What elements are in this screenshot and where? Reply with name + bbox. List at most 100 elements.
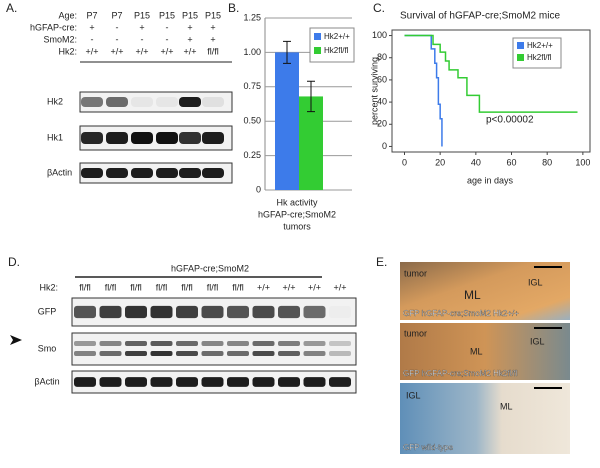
row-label: SmoM2: xyxy=(43,34,77,44)
x-axis-label: Hk activity xyxy=(276,197,318,207)
band xyxy=(74,341,96,346)
band xyxy=(99,351,122,356)
y-tick-label: 80 xyxy=(377,52,387,62)
lane-label: +/+ xyxy=(160,46,173,56)
lane-label: - xyxy=(141,34,144,44)
band xyxy=(81,97,103,107)
region-label: ML xyxy=(500,401,513,411)
panel-label: B. xyxy=(228,1,239,15)
band xyxy=(252,351,275,356)
band xyxy=(329,351,351,356)
band xyxy=(156,168,178,178)
legend-swatch xyxy=(314,47,321,54)
band xyxy=(278,377,300,387)
lane-label: fl/fl xyxy=(156,282,168,292)
lane-label: fl/fl xyxy=(207,282,219,292)
lane-label: +/+ xyxy=(333,282,346,292)
y-tick-label: 0 xyxy=(382,141,387,151)
band xyxy=(201,341,224,346)
lane-label: +/+ xyxy=(183,46,196,56)
row-label: Age: xyxy=(58,10,77,20)
panel-label: A. xyxy=(6,1,17,15)
lane-label: P7 xyxy=(111,10,122,20)
image-caption: GFP hGFAP-cre;SmoM2 Hk2+/+ xyxy=(403,309,519,318)
blot-label: GFP xyxy=(38,306,57,316)
band xyxy=(125,341,147,346)
lane-label: - xyxy=(166,34,169,44)
band xyxy=(176,341,198,346)
x-tick-label: 40 xyxy=(471,157,481,167)
band xyxy=(131,168,153,178)
y-tick-label: 1.25 xyxy=(243,12,261,22)
legend-label: Hk2+/+ xyxy=(527,41,553,50)
band xyxy=(278,341,300,346)
lane-label: +/+ xyxy=(308,282,321,292)
band xyxy=(329,341,351,346)
region-label: IGL xyxy=(530,336,545,346)
band xyxy=(125,351,147,356)
lane-label: P15 xyxy=(159,10,175,20)
band xyxy=(227,305,249,319)
band xyxy=(99,377,122,387)
band xyxy=(179,168,201,178)
band xyxy=(278,351,300,356)
region-label: tumor xyxy=(404,268,427,278)
lane-label: +/+ xyxy=(110,46,123,56)
band xyxy=(74,351,96,356)
x-tick-label: 60 xyxy=(507,157,517,167)
y-tick-label: 0.50 xyxy=(243,116,261,126)
y-tick-label: 0 xyxy=(256,184,261,194)
band xyxy=(227,377,249,387)
panel-label: E. xyxy=(376,255,387,269)
lane-label: - xyxy=(91,34,94,44)
y-tick-label: 0.75 xyxy=(243,81,261,91)
legend-label: Hk2fl/fl xyxy=(527,53,552,62)
legend-label: Hk2fl/fl xyxy=(324,46,349,55)
band xyxy=(81,132,103,144)
band xyxy=(278,305,300,319)
lane-label: P15 xyxy=(134,10,150,20)
annotation: p<0.00002 xyxy=(486,115,534,126)
band xyxy=(74,305,96,319)
image-caption: GFP hGFAP-cre;SmoM2 Hk2fl/fl xyxy=(403,369,518,378)
band xyxy=(303,351,326,356)
band xyxy=(227,341,249,346)
lane-label: fl/fl xyxy=(181,282,193,292)
survival-line xyxy=(404,34,443,147)
band xyxy=(106,97,128,107)
bar xyxy=(275,52,299,191)
blot xyxy=(71,332,357,366)
region-label: tumor xyxy=(404,328,427,338)
y-tick-label: 100 xyxy=(372,30,387,40)
lane-label: +/+ xyxy=(85,46,98,56)
error-bar xyxy=(283,40,291,64)
arrowhead xyxy=(10,335,22,345)
micrograph xyxy=(400,323,570,380)
x-tick-label: 0 xyxy=(402,157,407,167)
lane-label: fl/fl xyxy=(207,46,219,56)
lane-label: + xyxy=(89,22,94,32)
lane-label: fl/fl xyxy=(130,282,142,292)
lane-label: +/+ xyxy=(282,282,295,292)
band xyxy=(156,97,178,107)
x-axis-label: age in days xyxy=(467,175,514,185)
y-tick-label: 20 xyxy=(377,119,387,129)
blot-label: βActin xyxy=(47,167,72,177)
band xyxy=(131,97,153,107)
legend-swatch xyxy=(517,54,524,61)
row-label: hGFAP-cre: xyxy=(30,22,77,32)
band xyxy=(74,377,96,387)
lane-label: - xyxy=(166,22,169,32)
lane-label: fl/fl xyxy=(232,282,244,292)
lane-label: fl/fl xyxy=(79,282,91,292)
band xyxy=(227,351,249,356)
band xyxy=(176,305,198,319)
x-axis-label: hGFAP-cre;SmoM2 xyxy=(258,209,336,219)
band xyxy=(201,305,224,319)
band xyxy=(202,132,224,144)
band xyxy=(125,377,147,387)
blot-label: Hk1 xyxy=(47,132,63,142)
chart-title: Survival of hGFAP-cre;SmoM2 mice xyxy=(400,11,560,22)
lane-label: + xyxy=(187,34,192,44)
